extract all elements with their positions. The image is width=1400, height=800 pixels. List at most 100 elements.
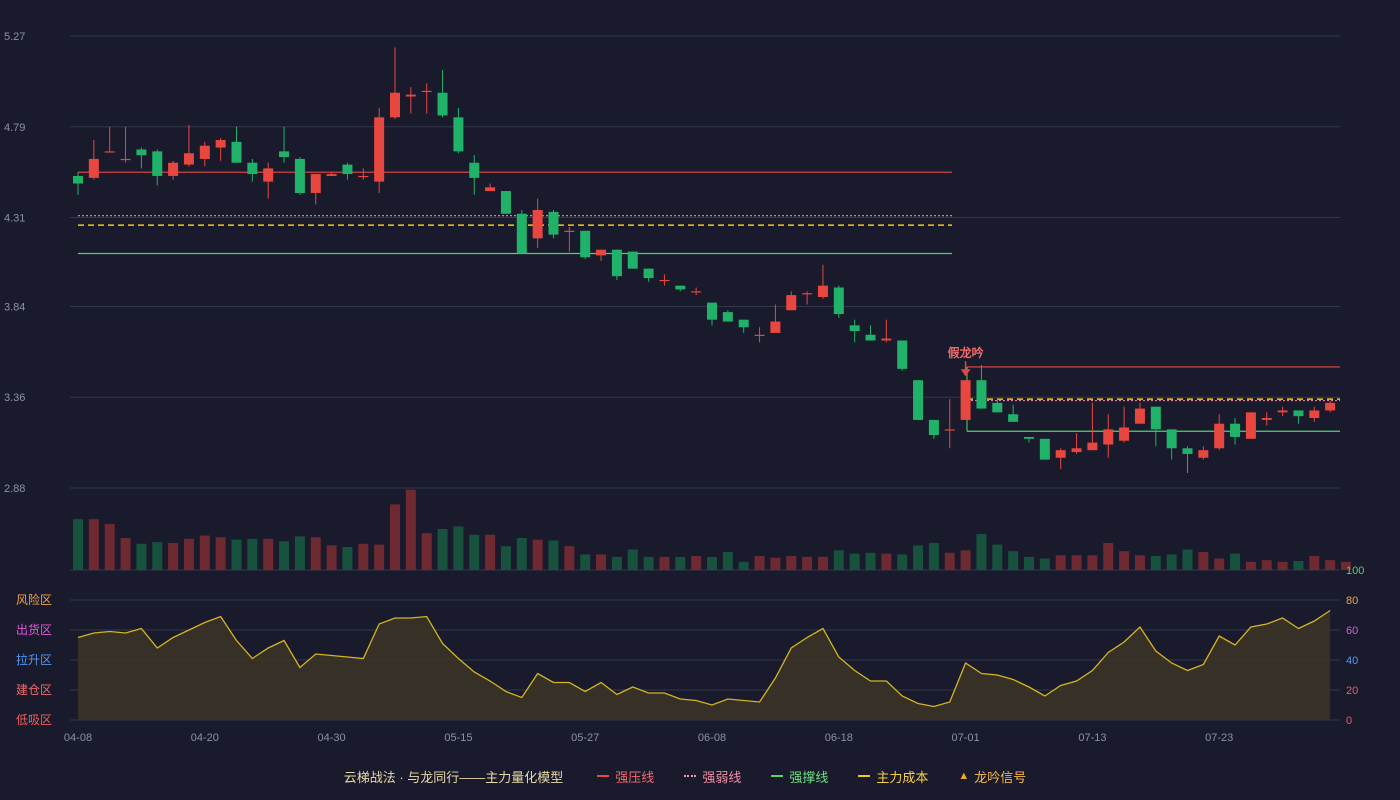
candle-body bbox=[1293, 410, 1304, 417]
date-tick-label: 04-08 bbox=[64, 732, 92, 744]
candle-body bbox=[707, 302, 717, 320]
candle-body bbox=[1261, 418, 1272, 420]
volume-bar bbox=[215, 537, 226, 570]
volume-bar bbox=[1245, 561, 1256, 570]
volume-bar bbox=[294, 536, 305, 570]
legend-weak-label: 强弱线 bbox=[702, 769, 742, 785]
candle-body bbox=[802, 293, 813, 295]
volume-bar bbox=[802, 556, 813, 570]
candle-body bbox=[199, 145, 210, 159]
candle-body bbox=[263, 168, 274, 182]
candle-body bbox=[992, 402, 1003, 413]
volume-bar bbox=[168, 542, 179, 570]
candle-body bbox=[817, 285, 828, 297]
volume-bar bbox=[199, 535, 210, 570]
candle-body bbox=[326, 174, 337, 176]
volume-bar bbox=[1309, 556, 1320, 570]
volume-bar bbox=[833, 550, 844, 570]
zone-label: 建仓区 bbox=[16, 683, 52, 697]
volume-bar bbox=[1150, 556, 1161, 570]
candle-body bbox=[1055, 450, 1066, 458]
date-tick-label: 07-13 bbox=[1078, 732, 1106, 744]
volume-bar bbox=[580, 554, 591, 570]
volume-bar bbox=[881, 553, 892, 570]
volume-bar bbox=[691, 556, 702, 570]
candle-body bbox=[437, 92, 448, 116]
volume-bar bbox=[1261, 560, 1272, 570]
candle-body bbox=[104, 151, 115, 153]
date-tick-label: 06-18 bbox=[825, 732, 853, 744]
volume-bar bbox=[675, 556, 686, 570]
legend-resistance-label: 强压线 bbox=[615, 769, 655, 785]
volume-bar bbox=[754, 556, 765, 570]
candle-body bbox=[1166, 429, 1177, 449]
volume-bar bbox=[247, 538, 258, 570]
candle-body bbox=[532, 209, 543, 239]
candle-body bbox=[1024, 436, 1034, 439]
candle-body bbox=[390, 92, 400, 118]
volume-bar bbox=[405, 489, 416, 570]
candle-body bbox=[1230, 423, 1241, 437]
volume-bar bbox=[913, 545, 924, 570]
date-tick-label: 05-27 bbox=[571, 732, 599, 744]
volume-bar bbox=[390, 504, 400, 570]
volume-bar bbox=[976, 533, 987, 570]
volume-bar bbox=[865, 552, 876, 570]
date-axis: 04-08 04-20 04-30 05-15 05-27 06-08 06-18 07-01… bbox=[64, 732, 1233, 744]
candle-body bbox=[960, 380, 971, 420]
volume-bar bbox=[960, 550, 971, 570]
signal-label: 假龙吟 bbox=[948, 345, 984, 360]
zone-label: 低吸区 bbox=[16, 713, 52, 727]
candle-body bbox=[659, 279, 670, 282]
legend-item-weak[interactable]: 强弱线 bbox=[684, 767, 741, 786]
candle-body bbox=[691, 291, 702, 293]
volume-bar bbox=[1166, 554, 1177, 570]
candle-body bbox=[627, 251, 638, 269]
candlesticks bbox=[73, 47, 1336, 473]
volume-bar bbox=[73, 519, 83, 570]
volume-bar bbox=[1198, 551, 1209, 570]
volume-bar bbox=[1071, 555, 1082, 570]
volume-bar bbox=[263, 538, 274, 570]
volume-bar bbox=[516, 538, 527, 570]
candle-body bbox=[976, 380, 987, 409]
zone-label: 拉升区 bbox=[16, 652, 52, 667]
legend-item-support[interactable]: 强撑线 bbox=[771, 767, 828, 786]
candle-body bbox=[136, 149, 147, 156]
support-swatch bbox=[771, 775, 784, 777]
candle-body bbox=[1277, 410, 1288, 413]
legend-item-signal[interactable]: ▲ 龙吟信号 bbox=[958, 767, 1026, 786]
candle-body bbox=[1103, 429, 1114, 445]
zone-label: 出货区 bbox=[16, 622, 52, 637]
volume-bar bbox=[738, 561, 749, 570]
candle-body bbox=[358, 175, 369, 178]
candle-body bbox=[405, 94, 416, 97]
volume-bar bbox=[374, 544, 385, 570]
legend-item-resistance[interactable]: 强压线 bbox=[597, 767, 654, 786]
volume-bar bbox=[548, 540, 559, 570]
volume-bar bbox=[88, 519, 99, 570]
volume-bar bbox=[183, 538, 194, 570]
candle-body bbox=[611, 249, 622, 277]
price-grid bbox=[70, 35, 1340, 571]
volume-bar bbox=[1008, 551, 1019, 570]
volume-bar bbox=[992, 544, 1003, 570]
date-tick-label: 05-15 bbox=[444, 732, 472, 744]
candle-body bbox=[754, 334, 765, 337]
candle-body bbox=[865, 334, 876, 341]
volume-bar bbox=[469, 534, 480, 570]
resistance-swatch bbox=[597, 775, 610, 777]
legend-item-cost[interactable]: 主力成本 bbox=[858, 767, 928, 786]
indicator-tick-label: 40 bbox=[1346, 655, 1358, 667]
candle-body bbox=[643, 268, 654, 279]
price-tick-label: 4.79 bbox=[4, 122, 25, 134]
candle-body bbox=[1309, 410, 1320, 419]
dragon-signal: 假龙吟 bbox=[948, 345, 984, 377]
candle-body bbox=[675, 285, 686, 290]
volume-bar bbox=[928, 542, 939, 570]
candle-body bbox=[580, 230, 591, 258]
candle-body bbox=[342, 164, 353, 175]
indicator-tick-label: 20 bbox=[1346, 685, 1358, 697]
volume-bar bbox=[944, 552, 955, 570]
